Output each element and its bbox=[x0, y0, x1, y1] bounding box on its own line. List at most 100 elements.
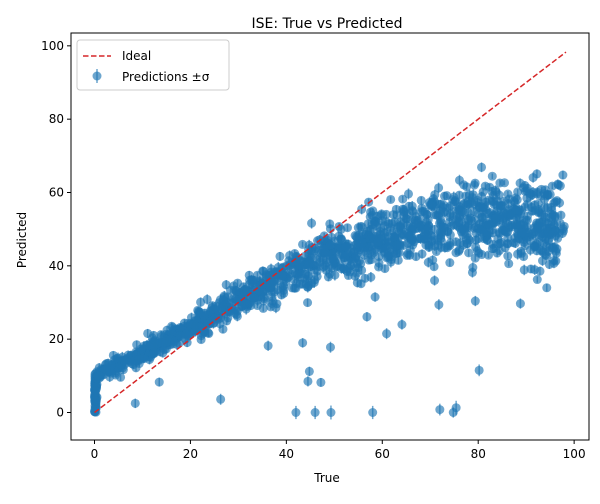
x-tick-label: 60 bbox=[375, 447, 390, 461]
prediction-point bbox=[377, 216, 387, 226]
prediction-point bbox=[312, 265, 322, 277]
prediction-point bbox=[127, 359, 137, 369]
prediction-point bbox=[494, 246, 504, 256]
prediction-point bbox=[146, 340, 156, 350]
prediction-point bbox=[398, 194, 408, 204]
prediction-outlier bbox=[397, 319, 407, 330]
prediction-outlier bbox=[474, 364, 484, 377]
prediction-point bbox=[202, 294, 212, 305]
prediction-point bbox=[451, 248, 461, 258]
prediction-point bbox=[425, 241, 435, 252]
prediction-point bbox=[549, 219, 559, 230]
legend-predictions-label: Predictions ±σ bbox=[122, 70, 210, 84]
prediction-point bbox=[358, 230, 368, 240]
prediction-point bbox=[416, 195, 426, 205]
prediction-outlier bbox=[263, 340, 273, 351]
prediction-point bbox=[271, 302, 281, 314]
prediction-outlier bbox=[368, 405, 378, 420]
prediction-point bbox=[429, 262, 439, 272]
prediction-point bbox=[483, 209, 493, 219]
prediction-point bbox=[136, 344, 146, 354]
prediction-point bbox=[374, 257, 384, 269]
prediction-point bbox=[175, 330, 185, 341]
legend-predictions-marker bbox=[92, 71, 102, 81]
prediction-point bbox=[277, 271, 287, 281]
plot-area bbox=[90, 51, 569, 420]
prediction-point bbox=[199, 311, 209, 321]
prediction-outlier bbox=[451, 400, 461, 415]
prediction-point bbox=[304, 260, 314, 270]
prediction-point bbox=[413, 218, 423, 228]
prediction-point bbox=[427, 200, 437, 210]
prediction-point bbox=[558, 226, 568, 236]
prediction-point bbox=[391, 204, 401, 214]
prediction-point bbox=[364, 255, 374, 265]
prediction-point bbox=[500, 178, 510, 188]
prediction-outlier bbox=[362, 312, 372, 322]
prediction-point bbox=[275, 251, 285, 261]
prediction-point bbox=[514, 204, 524, 215]
prediction-point bbox=[382, 253, 392, 263]
prediction-point bbox=[461, 235, 471, 245]
x-axis-label: True bbox=[313, 471, 340, 485]
prediction-point bbox=[215, 318, 225, 329]
prediction-point bbox=[532, 275, 542, 285]
prediction-point bbox=[423, 214, 433, 225]
prediction-point bbox=[101, 364, 111, 374]
prediction-point bbox=[396, 223, 406, 233]
prediction-point bbox=[407, 234, 417, 244]
prediction-outlier bbox=[325, 341, 335, 353]
prediction-outlier bbox=[382, 328, 392, 340]
prediction-point bbox=[526, 264, 536, 274]
prediction-point bbox=[386, 194, 396, 204]
ideal-line-layer bbox=[94, 51, 567, 414]
y-tick-label: 20 bbox=[49, 332, 64, 346]
prediction-point bbox=[448, 211, 458, 221]
prediction-point bbox=[302, 275, 312, 285]
prediction-point bbox=[519, 264, 529, 276]
prediction-point bbox=[327, 262, 337, 274]
prediction-point bbox=[307, 217, 317, 229]
prediction-point bbox=[417, 249, 427, 259]
prediction-point bbox=[159, 345, 169, 355]
x-tick-label: 20 bbox=[183, 447, 198, 461]
prediction-point bbox=[549, 258, 559, 269]
prediction-point bbox=[287, 264, 297, 275]
y-tick-label: 40 bbox=[49, 259, 64, 273]
x-tick-label: 80 bbox=[471, 447, 486, 461]
prediction-point bbox=[393, 239, 403, 251]
prediction-point bbox=[515, 220, 525, 230]
prediction-point bbox=[239, 285, 249, 297]
prediction-point bbox=[291, 255, 301, 267]
prediction-point bbox=[295, 279, 305, 289]
prediction-point bbox=[556, 210, 566, 220]
prediction-outlier bbox=[434, 299, 444, 311]
prediction-point bbox=[454, 190, 464, 200]
prediction-point bbox=[445, 230, 455, 240]
prediction-point bbox=[342, 266, 352, 277]
prediction-point bbox=[352, 268, 362, 278]
y-tick-label: 100 bbox=[41, 39, 64, 53]
prediction-point bbox=[330, 269, 340, 281]
legend-box bbox=[76, 39, 230, 91]
prediction-point bbox=[534, 204, 544, 215]
prediction-point bbox=[482, 228, 492, 238]
x-tick-label: 0 bbox=[91, 447, 99, 461]
prediction-outlier bbox=[430, 275, 440, 286]
prediction-outlier bbox=[154, 377, 164, 387]
prediction-point bbox=[473, 223, 483, 233]
prediction-point bbox=[384, 231, 394, 241]
prediction-point bbox=[440, 191, 450, 201]
prediction-point bbox=[542, 283, 552, 293]
prediction-point bbox=[503, 251, 513, 261]
prediction-point bbox=[504, 259, 514, 269]
prediction-point bbox=[463, 215, 473, 225]
prediction-point bbox=[356, 222, 366, 232]
prediction-point bbox=[258, 266, 268, 276]
prediction-outlier bbox=[216, 393, 226, 405]
prediction-point bbox=[208, 317, 218, 329]
prediction-point bbox=[399, 230, 409, 240]
prediction-point bbox=[491, 185, 501, 196]
prediction-point bbox=[436, 199, 446, 209]
